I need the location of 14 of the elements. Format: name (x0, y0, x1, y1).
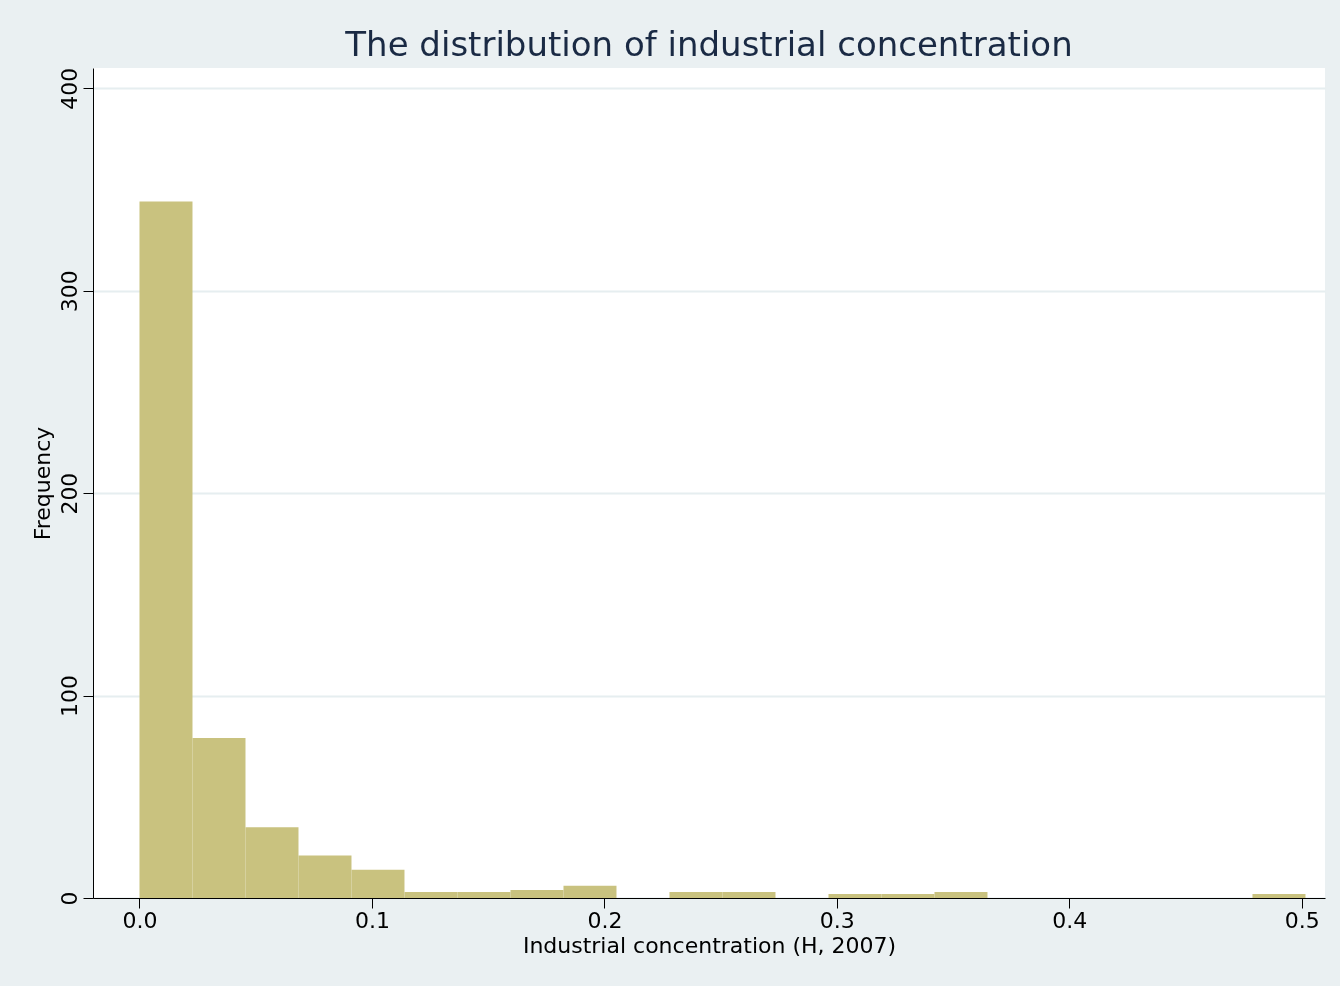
chart-title: The distribution of industrial concentration (344, 24, 1073, 65)
x-axis-title: Industrial concentration (H, 2007) (522, 932, 897, 958)
x-tick-label: 0.3 (819, 907, 855, 933)
y-tick-label: 0 (56, 891, 82, 906)
y-tick-label: 200 (56, 472, 82, 515)
x-tick-label: 0.1 (354, 907, 390, 933)
x-tick-label: 0.4 (1052, 907, 1088, 933)
y-axis-title: Frequency (29, 426, 55, 541)
y-tick-label: 100 (56, 675, 82, 718)
x-tick-label: 0.2 (587, 907, 623, 933)
y-tick-label: 400 (56, 67, 82, 110)
x-tick-label: 0.5 (1284, 907, 1320, 933)
x-tick-label: 0.0 (122, 907, 158, 933)
y-tick-label: 300 (56, 270, 82, 313)
